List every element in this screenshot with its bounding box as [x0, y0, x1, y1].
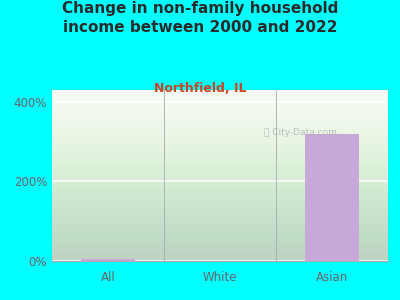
Bar	[305, 134, 359, 261]
Text: Change in non-family household
income between 2000 and 2022: Change in non-family household income be…	[62, 2, 338, 34]
Text: ⓘ City-Data.com: ⓘ City-Data.com	[264, 128, 336, 137]
Bar	[81, 260, 135, 261]
Text: Northfield, IL: Northfield, IL	[154, 82, 246, 95]
